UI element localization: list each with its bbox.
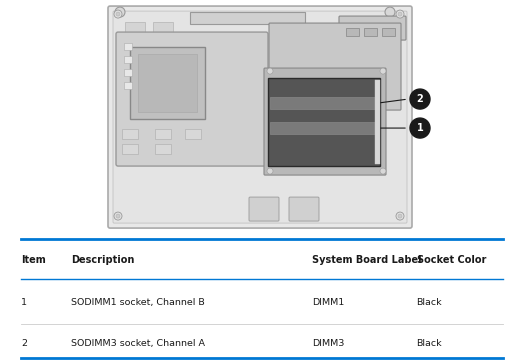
Text: Black: Black (417, 339, 442, 348)
Bar (124, 56, 132, 63)
Circle shape (380, 168, 386, 174)
Circle shape (410, 118, 430, 138)
FancyBboxPatch shape (108, 6, 412, 228)
FancyBboxPatch shape (249, 197, 279, 221)
Bar (124, 82, 132, 89)
Circle shape (116, 12, 120, 16)
Circle shape (398, 12, 402, 16)
FancyBboxPatch shape (289, 197, 319, 221)
FancyBboxPatch shape (264, 68, 386, 175)
Text: System Board Label: System Board Label (312, 255, 421, 265)
Text: 1: 1 (21, 298, 27, 307)
Bar (122, 144, 138, 154)
FancyBboxPatch shape (339, 16, 406, 40)
Text: Socket Color: Socket Color (417, 255, 486, 265)
Bar (130, 47, 205, 119)
Circle shape (398, 214, 402, 218)
Bar (138, 54, 197, 112)
Text: DIMM1: DIMM1 (312, 298, 344, 307)
Bar (375, 80, 380, 164)
Circle shape (380, 68, 386, 74)
Bar (124, 69, 132, 76)
Text: 2: 2 (417, 94, 423, 104)
Text: 2: 2 (21, 339, 27, 348)
Bar (268, 78, 380, 166)
Circle shape (116, 214, 120, 218)
Text: SODIMM3 socket, Channel A: SODIMM3 socket, Channel A (71, 339, 205, 348)
Circle shape (267, 68, 273, 74)
Text: SODIMM1 socket, Channel B: SODIMM1 socket, Channel B (71, 298, 204, 307)
Bar (382, 28, 395, 36)
Bar (124, 43, 132, 50)
Bar (155, 129, 171, 139)
Text: Description: Description (71, 255, 134, 265)
Circle shape (114, 212, 122, 220)
Bar (346, 28, 359, 36)
Circle shape (396, 10, 404, 18)
Bar (190, 12, 305, 24)
Bar (125, 22, 145, 34)
Circle shape (410, 89, 430, 109)
Bar (122, 129, 138, 139)
Circle shape (115, 7, 125, 17)
Bar (185, 129, 201, 139)
Circle shape (385, 7, 395, 17)
Text: DIMM3: DIMM3 (312, 339, 344, 348)
Bar (153, 22, 173, 34)
Text: Item: Item (21, 255, 46, 265)
FancyBboxPatch shape (113, 11, 407, 223)
Bar (270, 122, 378, 134)
FancyBboxPatch shape (116, 32, 268, 166)
Bar (364, 28, 377, 36)
Bar (270, 97, 378, 109)
Circle shape (267, 168, 273, 174)
FancyBboxPatch shape (269, 23, 401, 110)
Circle shape (396, 212, 404, 220)
Bar (155, 144, 171, 154)
Text: Black: Black (417, 298, 442, 307)
Circle shape (114, 10, 122, 18)
Text: 1: 1 (417, 123, 423, 133)
